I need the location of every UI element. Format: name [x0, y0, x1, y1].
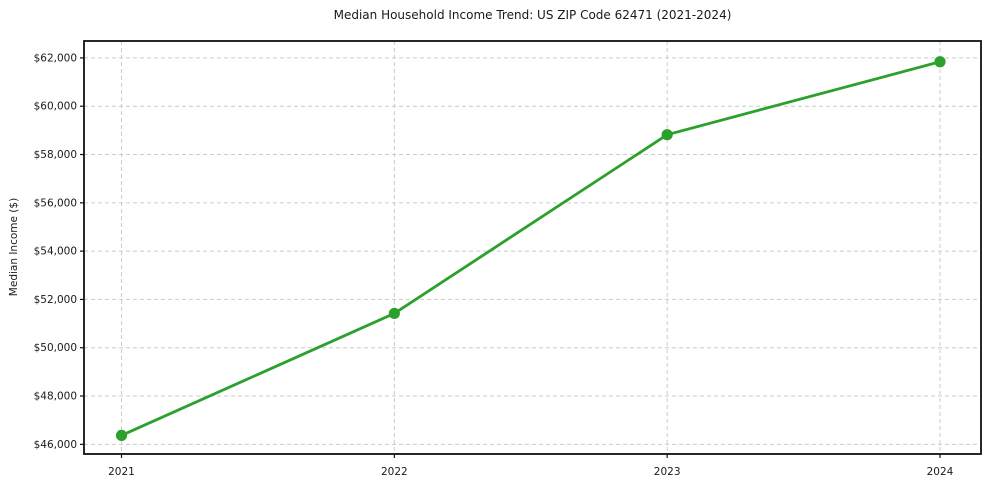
data-point	[934, 56, 946, 68]
y-tick-label: $46,000	[34, 439, 77, 451]
plot-border	[83, 40, 982, 455]
y-tick-label: $60,000	[34, 101, 77, 113]
x-tick-label: 2024	[927, 466, 954, 478]
y-tick-label: $52,000	[34, 294, 77, 306]
data-point	[115, 429, 128, 442]
x-tick-label: 2021	[108, 466, 135, 478]
y-tick-label: $62,000	[34, 52, 77, 64]
y-tick-label: $54,000	[34, 246, 77, 258]
y-tick-label: $56,000	[34, 197, 77, 209]
data-point	[661, 129, 673, 141]
chart-title: Median Household Income Trend: US ZIP Co…	[333, 8, 732, 22]
y-tick-label: $50,000	[34, 342, 77, 354]
data-point	[388, 307, 400, 320]
x-tick-label: 2022	[381, 466, 408, 478]
y-tick-label: $48,000	[34, 391, 77, 403]
y-tick-label: $58,000	[34, 149, 77, 161]
x-tick-label: 2023	[654, 466, 681, 478]
income-trend-line	[120, 60, 942, 437]
